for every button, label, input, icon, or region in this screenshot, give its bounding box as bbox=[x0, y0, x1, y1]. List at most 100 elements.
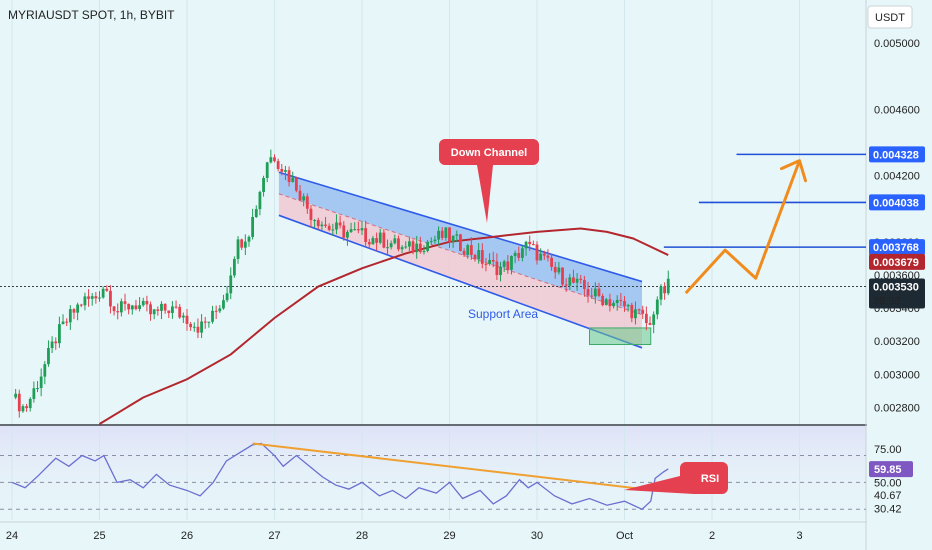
candle-body bbox=[291, 177, 295, 183]
candle-body bbox=[163, 303, 167, 311]
candle-body bbox=[378, 232, 382, 243]
candle-body bbox=[112, 306, 116, 312]
candle-body bbox=[634, 309, 637, 319]
candle-body bbox=[50, 341, 54, 349]
chart-title: MYRIAUSDT SPOT, 1h, BYBIT bbox=[8, 8, 175, 22]
candle-body bbox=[433, 239, 437, 242]
candle-body bbox=[407, 241, 411, 247]
candle-body bbox=[28, 398, 32, 409]
candle-body bbox=[593, 288, 597, 297]
candle-body bbox=[211, 310, 214, 322]
candle-body bbox=[597, 288, 601, 296]
candle-body bbox=[469, 245, 473, 255]
candle-body bbox=[499, 266, 502, 275]
candle-body bbox=[36, 388, 39, 390]
candle-body bbox=[152, 309, 156, 315]
candle-body bbox=[167, 310, 171, 314]
candle-body bbox=[393, 238, 397, 244]
candle-body bbox=[79, 304, 83, 306]
candle-body bbox=[553, 266, 557, 273]
candle-body bbox=[123, 301, 127, 304]
candle-body bbox=[375, 238, 378, 243]
candle-body bbox=[225, 293, 229, 301]
candle-body bbox=[222, 300, 225, 309]
candle-body bbox=[371, 238, 375, 245]
candle-body bbox=[94, 296, 98, 299]
candle-body bbox=[294, 177, 298, 191]
candle-body bbox=[459, 234, 462, 251]
candle-body bbox=[502, 261, 506, 267]
price-tick-label: 0.003000 bbox=[874, 369, 920, 381]
candle-body bbox=[488, 259, 492, 264]
level-badge-label: 0.004328 bbox=[873, 149, 919, 161]
candle-body bbox=[564, 284, 568, 286]
candle-body bbox=[575, 278, 579, 283]
rsi-value-badge bbox=[869, 461, 913, 478]
candle-body bbox=[510, 256, 513, 270]
candle-body bbox=[218, 308, 222, 312]
annotations: Down Channel Support Area RSI bbox=[439, 139, 728, 494]
time-tick-label: 26 bbox=[181, 530, 193, 542]
time-tick-label: 28 bbox=[356, 530, 368, 542]
candle-body bbox=[426, 241, 430, 251]
candle-body bbox=[240, 239, 244, 248]
candle-body bbox=[652, 314, 656, 325]
channel-midline bbox=[278, 193, 643, 316]
candle-body bbox=[156, 309, 160, 311]
candle-body bbox=[116, 311, 120, 313]
candle-body bbox=[437, 230, 440, 240]
candle-body bbox=[83, 296, 87, 306]
candle-body bbox=[273, 157, 276, 162]
candle-body bbox=[331, 229, 335, 231]
candle-body bbox=[316, 220, 320, 227]
currency-button[interactable]: USDT bbox=[867, 5, 913, 29]
time-tick-label: 27 bbox=[268, 530, 280, 542]
candle-body bbox=[360, 228, 364, 231]
candle-body bbox=[320, 224, 324, 227]
price-tick-label: 0.004600 bbox=[874, 104, 920, 116]
candle-body bbox=[531, 244, 535, 246]
candle-body bbox=[280, 169, 284, 172]
candle-body bbox=[72, 309, 76, 313]
ma-badge-label: 0.003679 bbox=[873, 257, 919, 269]
candle-body bbox=[203, 321, 207, 323]
candle-body bbox=[648, 323, 652, 325]
candle-body bbox=[302, 196, 306, 201]
rsi-tick-label: 50.00 bbox=[874, 477, 902, 489]
candle-body bbox=[550, 257, 553, 267]
ma-badge bbox=[869, 253, 925, 270]
price-tick-label: 0.002800 bbox=[874, 402, 920, 414]
candle-body bbox=[422, 250, 426, 253]
down-channel-callout bbox=[439, 139, 539, 223]
candle-body bbox=[145, 300, 149, 305]
candle-body bbox=[160, 303, 163, 311]
candle-body bbox=[619, 299, 623, 301]
candle-body bbox=[382, 232, 386, 248]
candle-body bbox=[641, 309, 645, 314]
currency-label: USDT bbox=[875, 12, 905, 24]
candle-body bbox=[612, 303, 615, 307]
candle-body bbox=[495, 261, 499, 275]
candle-body bbox=[109, 290, 112, 307]
candle-body bbox=[262, 177, 265, 192]
candle-body bbox=[284, 170, 287, 172]
candle-body bbox=[586, 289, 590, 296]
candles bbox=[14, 149, 670, 418]
candle-body bbox=[39, 376, 43, 389]
candle-body bbox=[243, 241, 247, 248]
projection-path bbox=[684, 159, 807, 295]
candle-body bbox=[138, 305, 142, 310]
price-tick-label: 0.003200 bbox=[874, 336, 920, 348]
time-tick-label: 30 bbox=[531, 530, 543, 542]
rsi-tick-label: 30.42 bbox=[874, 504, 902, 516]
level-badge bbox=[869, 146, 925, 163]
candle-body bbox=[298, 190, 302, 201]
candle-body bbox=[451, 235, 455, 242]
rsi-background bbox=[0, 426, 866, 520]
candle-body bbox=[68, 309, 72, 323]
candle-countdown: 39:38 bbox=[873, 296, 901, 308]
candle-body bbox=[477, 250, 481, 260]
candle-body bbox=[462, 250, 466, 255]
candle-body bbox=[480, 250, 484, 264]
candle-body bbox=[455, 234, 459, 236]
